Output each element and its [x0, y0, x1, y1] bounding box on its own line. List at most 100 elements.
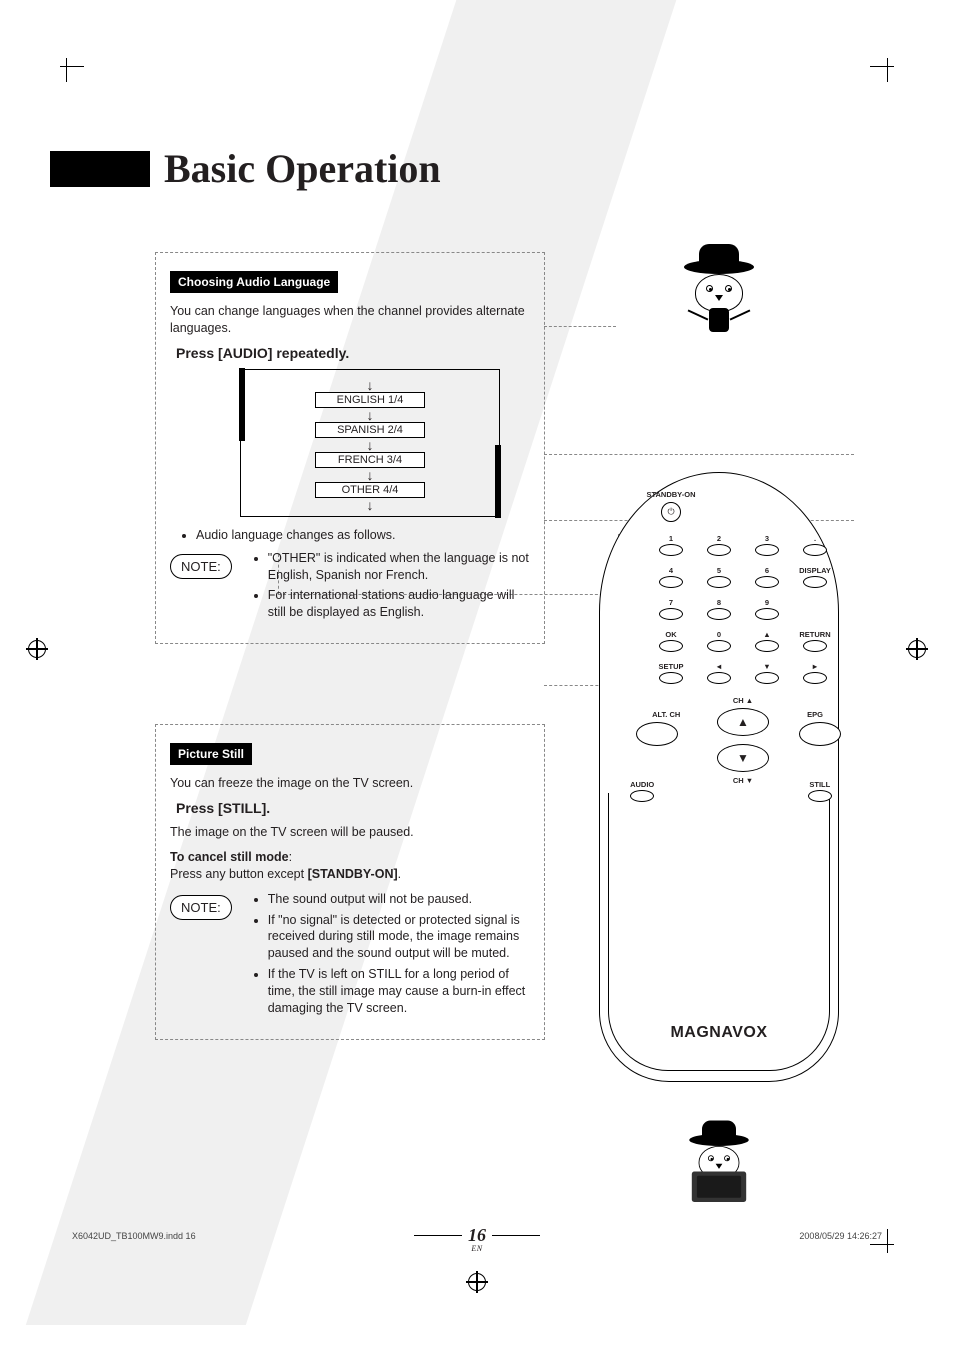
triangle-down-icon: ▼	[737, 751, 749, 765]
audio-instruction: Press [AUDIO] repeatedly.	[176, 345, 530, 361]
remote-btn	[707, 544, 731, 556]
down-arrow-icon: ↓	[241, 470, 499, 480]
audio-note: "OTHER" is indicated when the language i…	[268, 550, 530, 584]
remote-btn	[707, 576, 731, 588]
down-arrow-icon: ↓	[241, 380, 499, 390]
remote-btn	[803, 544, 827, 556]
remote-btn	[707, 672, 731, 684]
lang-option: OTHER 4/4	[315, 482, 425, 498]
remote-btn	[659, 608, 683, 620]
page-content: Basic Operation Choosing Audio Language …	[60, 90, 894, 1261]
remote-btn	[659, 672, 683, 684]
still-cancel-heading: To cancel still mode	[170, 850, 289, 864]
lang-option: SPANISH 2/4	[315, 422, 425, 438]
footer-timestamp: 2008/05/29 14:26:27	[799, 1231, 882, 1241]
lang-option: ENGLISH 1/4	[315, 392, 425, 408]
still-note: If "no signal" is detected or protected …	[268, 912, 530, 963]
page-title-row: Basic Operation	[50, 145, 894, 192]
remote-btn	[659, 544, 683, 556]
remote-key-label: 0	[717, 630, 721, 639]
remote-btn	[803, 640, 827, 652]
remote-btn	[659, 576, 683, 588]
remote-key-label: .	[814, 534, 816, 543]
remote-btn	[803, 672, 827, 684]
still-cancel-post: .	[398, 867, 401, 881]
page-lang: EN	[468, 1244, 486, 1253]
remote-key-label: 5	[717, 566, 721, 575]
remote-key-label: DISPLAY	[799, 566, 831, 575]
down-arrow-icon: ↓	[241, 440, 499, 450]
audio-note: For international stations audio languag…	[268, 587, 530, 621]
remote-brand: MAGNAVOX	[670, 1024, 767, 1042]
registration-mark-right	[908, 640, 926, 658]
still-cancel-btn: [STANDBY-ON]	[308, 867, 398, 881]
remote-key-label: ►	[811, 662, 818, 671]
remote-btn-altch	[636, 722, 678, 746]
remote-key-label: 6	[765, 566, 769, 575]
audio-followup: Audio language changes as follows.	[196, 527, 530, 544]
print-footer: X6042UD_TB100MW9.indd 16 2008/05/29 14:2…	[72, 1231, 882, 1241]
audio-language-section: Choosing Audio Language You can change l…	[155, 252, 545, 644]
still-result: The image on the TV screen will be pause…	[170, 824, 530, 841]
triangle-up-icon: ▲	[737, 715, 749, 729]
remote-key-label: 1	[669, 534, 673, 543]
mascot-tv-icon	[668, 1110, 770, 1204]
lang-option: FRENCH 3/4	[315, 452, 425, 468]
still-heading-pill: Picture Still	[170, 743, 252, 765]
remote-key-label: EPG	[807, 710, 823, 719]
remote-control-diagram: STANDBY-ON ⏻ 1 2 3 . 4 5 6 DISPLAY	[599, 432, 839, 1082]
page-title: Basic Operation	[164, 145, 441, 192]
remote-key-label: 9	[765, 598, 769, 607]
mascot-icon	[659, 232, 779, 342]
still-instruction: Press [STILL].	[176, 800, 530, 816]
audio-heading-pill: Choosing Audio Language	[170, 271, 338, 293]
remote-label-standby: STANDBY-ON	[646, 490, 695, 499]
note-label: NOTE:	[170, 554, 232, 579]
language-cycle-diagram: ↓ ENGLISH 1/4 ↓ SPANISH 2/4 ↓ FRENCH 3/4…	[240, 369, 500, 517]
remote-key-label: RETURN	[799, 630, 830, 639]
remote-key-label: 8	[717, 598, 721, 607]
remote-key-label: ▲	[763, 630, 770, 639]
remote-btn-audio	[630, 790, 654, 802]
still-cancel-pre: Press any button except	[170, 867, 308, 881]
still-cancel: To cancel still mode: Press any button e…	[170, 849, 530, 883]
still-intro: You can freeze the image on the TV scree…	[170, 775, 530, 792]
remote-btn-display	[803, 576, 827, 588]
remote-btn	[659, 640, 683, 652]
remote-key-label: SETUP	[658, 662, 683, 671]
remote-btn	[755, 544, 779, 556]
remote-btn	[755, 672, 779, 684]
crop-line	[66, 58, 67, 82]
remote-key-label: ▼	[763, 662, 770, 671]
remote-key-label: ◄	[715, 662, 722, 671]
remote-btn-epg	[799, 722, 841, 746]
registration-mark-bottom	[468, 1273, 486, 1291]
crop-line	[870, 66, 894, 67]
still-note: The sound output will not be paused.	[268, 891, 530, 908]
registration-mark-left	[28, 640, 46, 658]
remote-key-label: AUDIO	[630, 780, 654, 789]
down-arrow-icon: ↓	[241, 410, 499, 420]
audio-intro: You can change languages when the channe…	[170, 303, 530, 337]
down-arrow-icon: ↓	[241, 500, 499, 510]
footer-file: X6042UD_TB100MW9.indd 16	[72, 1231, 196, 1241]
remote-btn	[707, 640, 731, 652]
remote-btn	[755, 576, 779, 588]
crop-line	[60, 66, 84, 67]
remote-btn	[707, 608, 731, 620]
remote-key-label: 4	[669, 566, 673, 575]
power-icon: ⏻	[667, 507, 674, 518]
remote-key-label: OK	[665, 630, 676, 639]
remote-key-label: CH ▲	[733, 696, 753, 705]
remote-key-label: STILL	[809, 780, 830, 789]
remote-btn	[755, 608, 779, 620]
remote-key-label: 3	[765, 534, 769, 543]
remote-key-label: ALT. CH	[652, 710, 680, 719]
remote-key-label: CH ▼	[733, 776, 753, 785]
crop-line	[887, 58, 888, 82]
note-label: NOTE:	[170, 895, 232, 920]
remote-btn	[755, 640, 779, 652]
remote-btn-still	[808, 790, 832, 802]
still-note: If the TV is left on STILL for a long pe…	[268, 966, 530, 1017]
title-bar	[50, 151, 150, 187]
